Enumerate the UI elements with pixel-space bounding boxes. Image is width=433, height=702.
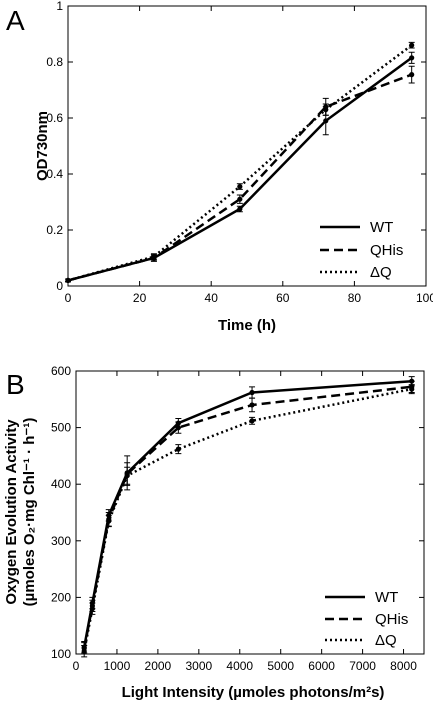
y-tick-label: 600: [51, 364, 71, 378]
data-point: [106, 518, 112, 524]
panel-a-frame: [67, 5, 427, 287]
x-tick-label: 4000: [226, 659, 253, 673]
y-tick-label: 0.2: [46, 223, 63, 237]
data-point: [249, 418, 255, 424]
y-tick-label: 200: [51, 590, 71, 604]
data-point: [237, 206, 243, 212]
data-point: [89, 606, 95, 612]
panel-b-plot-area: [81, 376, 415, 658]
data-point: [237, 196, 243, 202]
series-line-dashed: [67, 73, 413, 282]
data-point: [409, 386, 415, 392]
panel-a: A 0 20 40 60 80 100 0 0.2 0.4 0.6 0.8 1 Time (h) O…: [6, 0, 433, 334]
legend-b-wt-label: WT: [375, 589, 398, 606]
y-tick-label: 300: [51, 534, 71, 548]
y-tick-label: 100: [51, 647, 71, 661]
x-tick-label: 3000: [185, 659, 212, 673]
panel-b-y-axis: 100 200 300 400 500 600: [51, 364, 424, 661]
data-point: [237, 184, 243, 190]
data-point: [124, 473, 130, 479]
x-tick-label: 20: [133, 291, 147, 305]
series-line-dotted: [67, 44, 413, 282]
y-tick-label: 400: [51, 477, 71, 491]
panel-b-y-axis-title-line1: Oxygen Evolution Activity: [3, 419, 20, 605]
legend-b-qhis-label: QHis: [375, 611, 408, 628]
data-point: [409, 55, 415, 61]
panel-a-letter: A: [6, 5, 25, 36]
y-tick-label: 0.6: [46, 111, 63, 125]
y-tick-label: 0.8: [46, 55, 63, 69]
x-tick-label: 2000: [145, 659, 172, 673]
x-tick-label: 80: [348, 291, 362, 305]
data-point: [323, 107, 329, 113]
panel-b-legend: WT QHis ΔQ: [325, 589, 408, 649]
legend-b-dq-label: ΔQ: [375, 632, 397, 649]
x-tick-label: 1000: [104, 659, 131, 673]
data-point: [323, 118, 329, 124]
panel-b-x-axis: 0 1000 2000 3000 4000 5000 6000 7000 8000: [73, 371, 417, 673]
panel-b-letter: B: [6, 369, 25, 400]
data-point: [151, 254, 157, 260]
y-tick-label: 0: [56, 279, 63, 293]
x-tick-label: 8000: [390, 659, 417, 673]
legend-a-qhis-label: QHis: [370, 242, 403, 259]
panel-a-legend: WT QHis ΔQ: [320, 219, 403, 281]
data-point: [409, 42, 415, 48]
panel-a-x-axis: 0 20 40 60 80 100: [65, 6, 433, 305]
data-point: [409, 72, 415, 78]
y-tick-label: 1: [56, 0, 63, 13]
legend-a-wt-label: WT: [370, 219, 393, 236]
panel-b-frame: [75, 370, 425, 655]
x-tick-label: 60: [276, 291, 290, 305]
panel-a-y-axis-title: OD730nm: [34, 111, 51, 181]
panel-b-y-axis-title-line2: (µmoles O₂·mg Chl⁻¹ · h⁻¹): [21, 418, 38, 607]
x-tick-label: 7000: [349, 659, 376, 673]
panel-a-plot-area: [65, 41, 415, 283]
data-point: [81, 648, 87, 654]
series-line-dotted: [82, 387, 412, 652]
x-tick-label: 100: [416, 291, 433, 305]
y-tick-label: 500: [51, 421, 71, 435]
series-line-solid: [82, 379, 412, 648]
panel-a-x-axis-title: Time (h): [218, 317, 276, 334]
panel-b-x-axis-title: Light Intensity (µmoles photons/m²s): [122, 684, 385, 701]
y-tick-label: 0.4: [46, 167, 63, 181]
x-tick-label: 5000: [267, 659, 294, 673]
panel-a-y-axis: 0 0.2 0.4 0.6 0.8 1: [46, 0, 426, 293]
panel-b: B 0 1000 2000 3000 4000 5000 6000 7000 8000 100 2…: [3, 364, 425, 701]
data-point: [249, 389, 255, 396]
legend-a-dq-label: ΔQ: [370, 264, 392, 281]
data-point: [175, 425, 181, 431]
x-tick-label: 6000: [308, 659, 335, 673]
x-tick-label: 40: [205, 291, 219, 305]
data-point: [249, 402, 255, 408]
series-line-solid: [67, 56, 413, 282]
x-tick-label: 0: [65, 291, 72, 305]
series-line-dashed: [82, 385, 412, 649]
data-point: [175, 446, 181, 452]
data-point: [65, 277, 71, 283]
x-tick-label: 0: [73, 659, 80, 673]
